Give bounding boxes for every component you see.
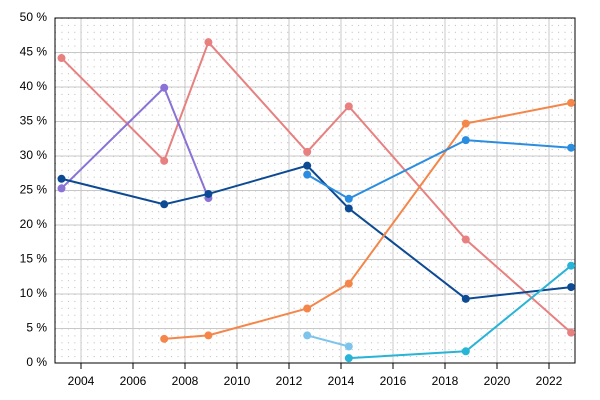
- x-tick-label: 2004: [68, 374, 95, 388]
- y-tick-label: 15 %: [20, 252, 48, 266]
- point: [160, 83, 169, 92]
- point: [160, 334, 169, 343]
- y-tick-label: 45 %: [20, 45, 48, 59]
- point: [57, 184, 66, 193]
- y-tick-label: 35 %: [20, 114, 48, 128]
- point: [303, 331, 312, 340]
- point: [461, 119, 470, 128]
- point: [344, 279, 353, 288]
- point: [303, 161, 312, 170]
- point: [567, 98, 576, 107]
- point: [160, 156, 169, 165]
- series-line: [306, 334, 350, 348]
- point: [567, 143, 576, 152]
- y-tick-label: 25 %: [20, 183, 48, 197]
- x-tick-label: 2016: [380, 374, 407, 388]
- point: [344, 204, 353, 213]
- x-tick-label: 2020: [484, 374, 511, 388]
- series-line: [306, 139, 572, 200]
- x-tick-label: 2012: [276, 374, 303, 388]
- y-tick-label: 30 %: [20, 148, 48, 162]
- point: [57, 174, 66, 183]
- y-tick-label: 5 %: [26, 321, 47, 335]
- point: [204, 38, 213, 47]
- point: [461, 235, 470, 244]
- point: [204, 331, 213, 340]
- point: [160, 200, 169, 209]
- point: [344, 102, 353, 111]
- point: [344, 194, 353, 203]
- series-line: [164, 101, 572, 340]
- point: [303, 147, 312, 156]
- point: [461, 347, 470, 356]
- point: [344, 354, 353, 363]
- point: [461, 136, 470, 145]
- point: [204, 189, 213, 198]
- point: [567, 328, 576, 337]
- y-tick-label: 40 %: [20, 79, 48, 93]
- x-tick-label: 2008: [172, 374, 199, 388]
- point: [303, 170, 312, 179]
- point: [461, 294, 470, 303]
- x-tick-label: 2006: [120, 374, 147, 388]
- point: [567, 283, 576, 292]
- point: [303, 304, 312, 313]
- y-tick-label: 10 %: [20, 286, 48, 300]
- plot-frame: [54, 17, 576, 364]
- x-tick-label: 2018: [432, 374, 459, 388]
- y-tick-label: 20 %: [20, 217, 48, 231]
- y-tick-label: 50 %: [20, 10, 48, 24]
- point: [344, 342, 353, 351]
- x-tick-label: 2014: [328, 374, 355, 388]
- y-tick-label: 0 %: [26, 355, 47, 369]
- x-tick-label: 2022: [536, 374, 563, 388]
- x-tick-label: 2010: [224, 374, 251, 388]
- point: [57, 54, 66, 63]
- point: [567, 261, 576, 270]
